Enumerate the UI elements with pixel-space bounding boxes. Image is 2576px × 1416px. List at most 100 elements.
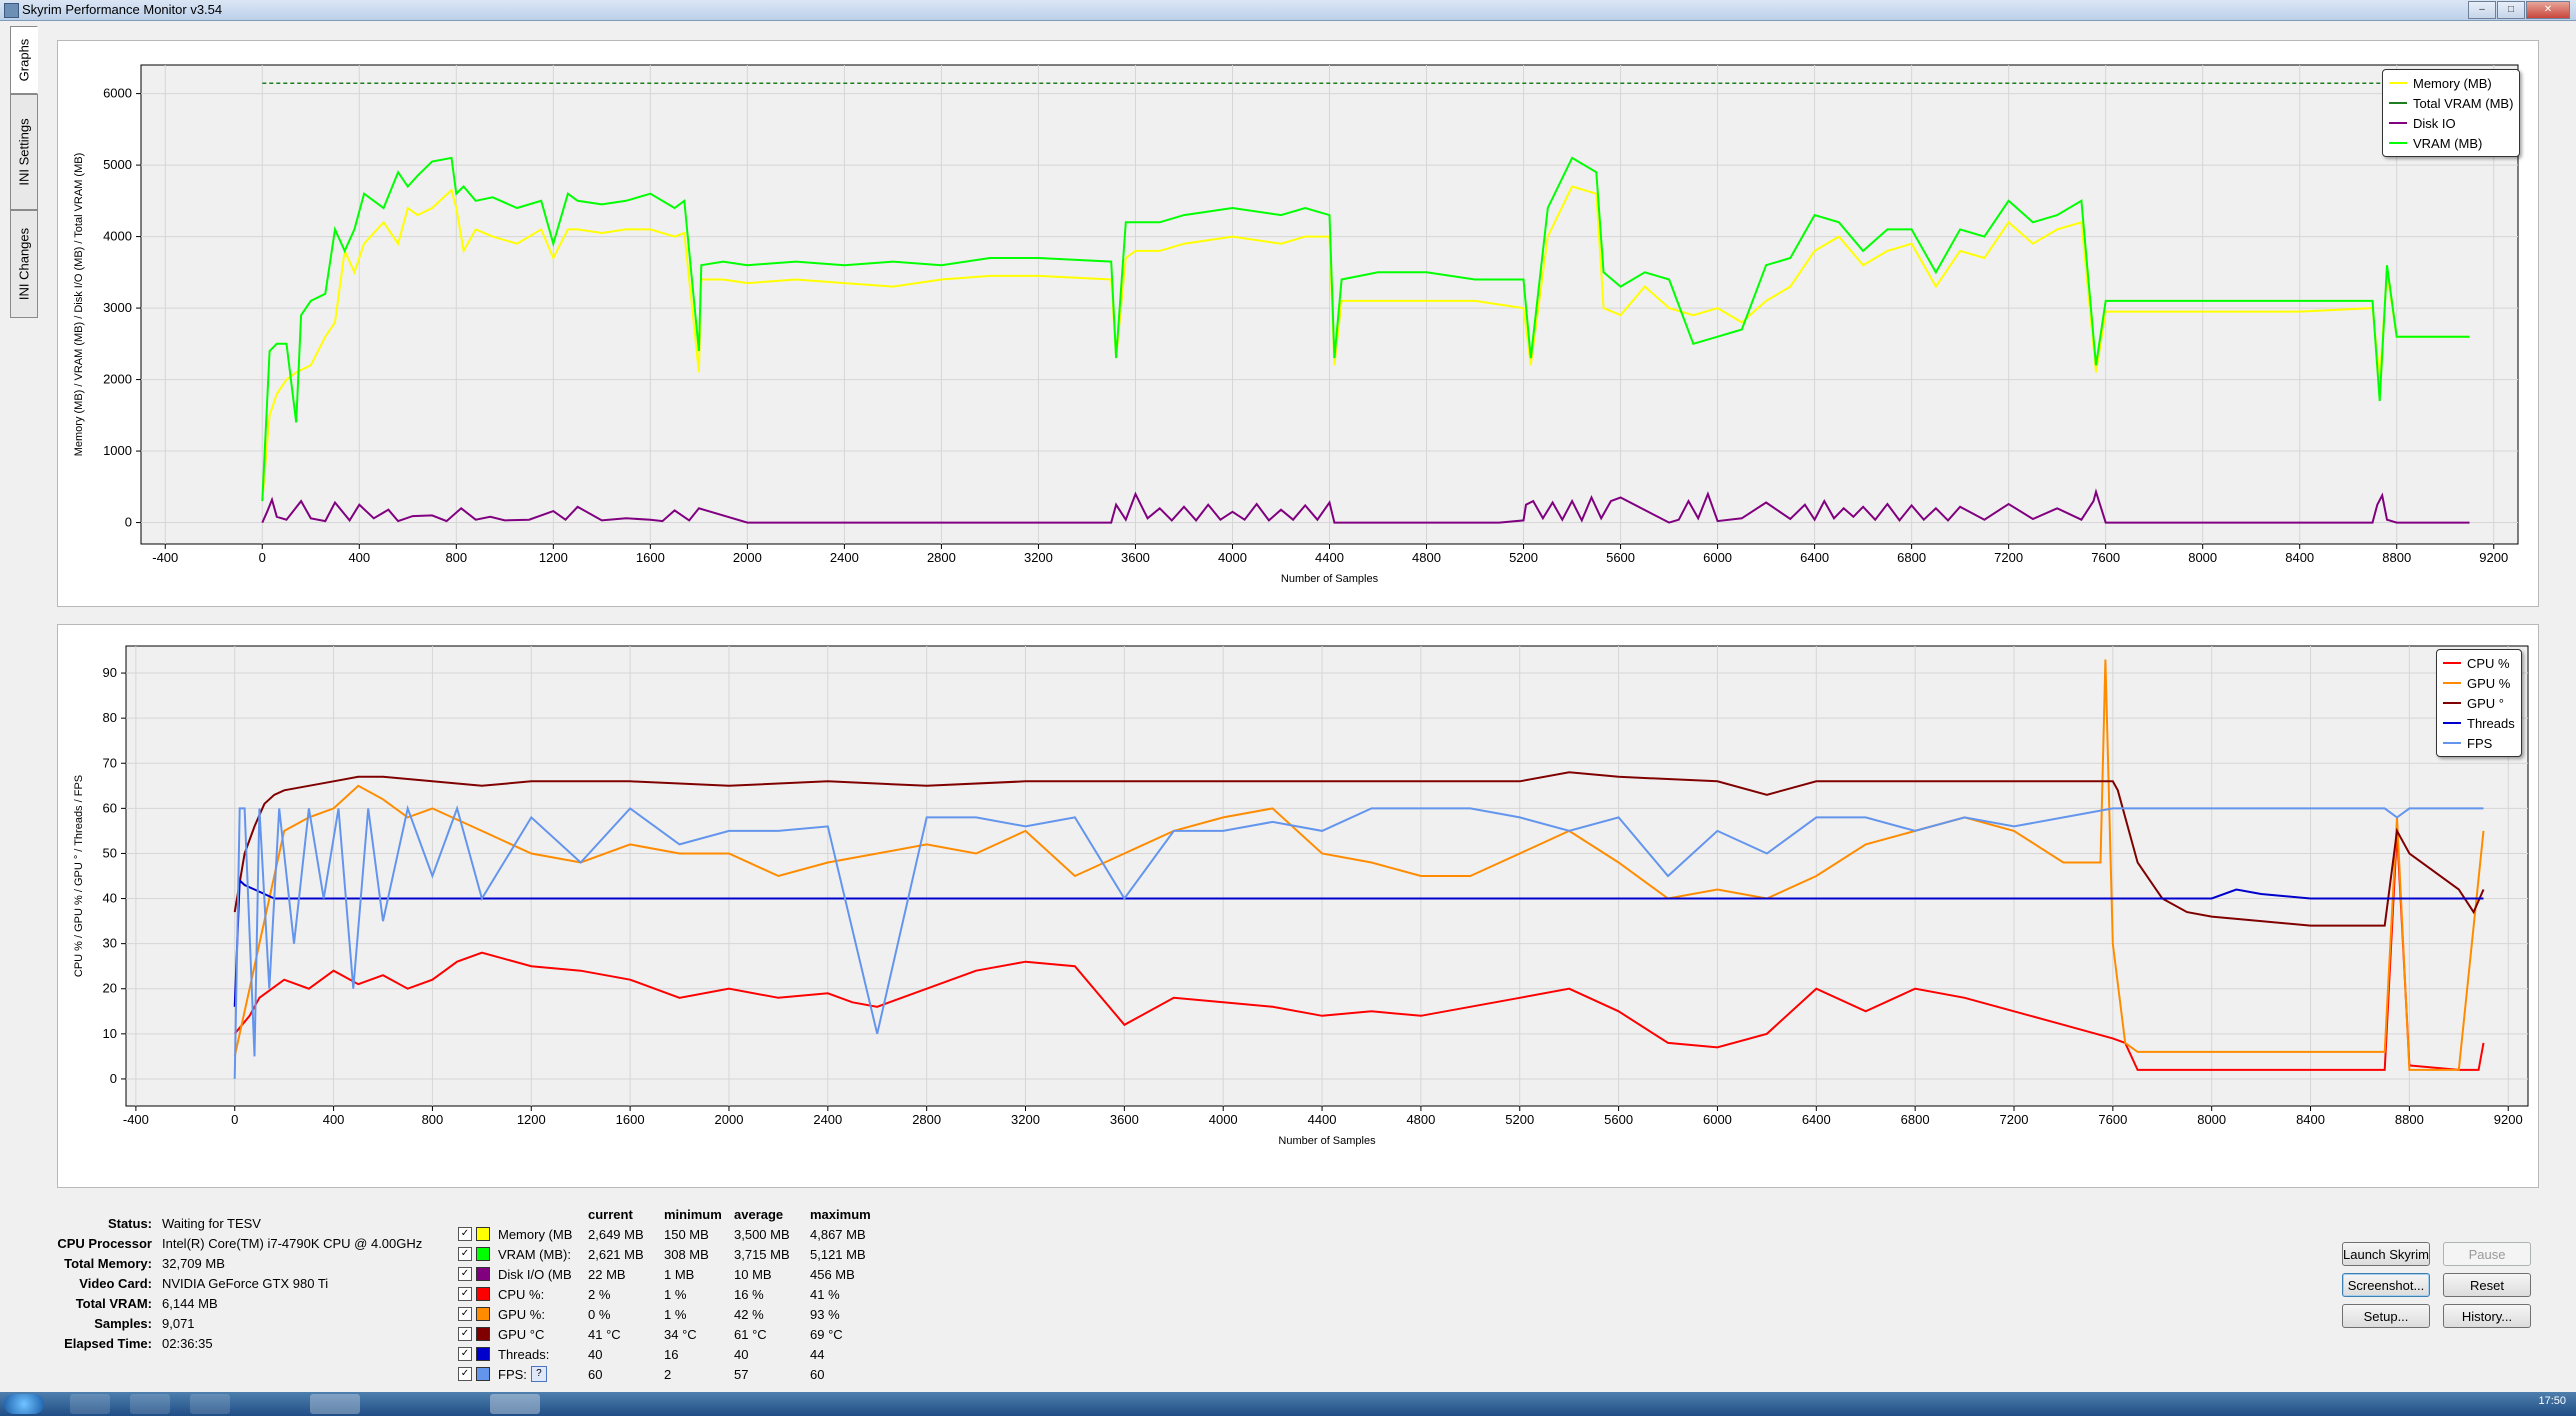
series-color-swatch[interactable] <box>476 1327 490 1341</box>
y-tick-label: 1000 <box>103 443 132 458</box>
x-tick-label: 8400 <box>2296 1112 2325 1127</box>
screenshot-button[interactable]: Screenshot... <box>2342 1273 2430 1297</box>
series-color-swatch[interactable] <box>476 1227 490 1241</box>
series-color-swatch[interactable] <box>476 1347 490 1361</box>
tab-graphs[interactable]: Graphs <box>10 26 38 94</box>
y-tick-label: 30 <box>103 936 117 951</box>
series-name: Threads: <box>498 1346 550 1362</box>
cell-minimum: 150 MB <box>664 1226 709 1242</box>
x-tick-label: 4800 <box>1412 550 1441 565</box>
x-tick-label: 2800 <box>912 1112 941 1127</box>
legend-swatch <box>2389 142 2407 144</box>
legend-label: Threads <box>2467 715 2515 731</box>
cell-maximum: 5,121 MB <box>810 1246 866 1262</box>
status-label: Status: <box>107 1215 152 1231</box>
reset-button[interactable]: Reset <box>2443 1273 2531 1297</box>
taskbar-app-2[interactable] <box>130 1394 170 1414</box>
series-line-disk-io <box>261 488 2470 524</box>
legend-label: Disk IO <box>2413 115 2456 131</box>
series-checkbox[interactable]: ✓ <box>458 1327 472 1341</box>
setup-button[interactable]: Setup... <box>2342 1304 2430 1328</box>
cell-average: 57 <box>734 1366 749 1382</box>
x-tick-label: 7200 <box>2000 1112 2029 1127</box>
x-tick-label: 1600 <box>616 1112 645 1127</box>
legend-swatch <box>2443 722 2461 724</box>
x-tick-label: 2800 <box>927 550 956 565</box>
cell-current: 2 % <box>588 1286 611 1302</box>
cell-maximum: 60 <box>810 1366 825 1382</box>
x-tick-label: 9200 <box>2494 1112 2523 1127</box>
start-button[interactable] <box>4 1394 44 1414</box>
series-line-gpu <box>233 771 2485 927</box>
app-icon <box>4 3 19 18</box>
series-checkbox[interactable]: ✓ <box>458 1307 472 1321</box>
tab-ini-changes[interactable]: INI Changes <box>10 210 38 318</box>
pause-button[interactable]: Pause <box>2443 1242 2531 1266</box>
legend-swatch <box>2443 742 2461 744</box>
taskbar: 17:50 <box>0 1392 2576 1416</box>
cell-current: 40 <box>588 1346 603 1362</box>
cell-average: 16 % <box>734 1286 764 1302</box>
cell-maximum: 44 <box>810 1346 825 1362</box>
x-tick-label: 4000 <box>1209 1112 1238 1127</box>
close-button[interactable]: ✕ <box>2526 1 2570 19</box>
history-button[interactable]: History... <box>2443 1304 2531 1328</box>
table-header: current minimum average maximum <box>456 1204 890 1224</box>
series-checkbox[interactable]: ✓ <box>458 1287 472 1301</box>
legend-item: FPS <box>2443 733 2515 753</box>
cell-average: 3,715 MB <box>734 1246 790 1262</box>
taskbar-app-3[interactable] <box>190 1394 230 1414</box>
tab-ini-settings[interactable]: INI Settings <box>10 94 38 210</box>
cell-maximum: 41 % <box>810 1286 840 1302</box>
x-tick-label: 7600 <box>2091 550 2120 565</box>
fps-help-button[interactable]: ? <box>530 1366 547 1382</box>
cell-minimum: 34 °C <box>664 1326 697 1342</box>
launch-skyrim-button[interactable]: Launch Skyrim <box>2342 1242 2430 1266</box>
x-axis-label: Number of Samples <box>1281 573 1379 585</box>
legend-label: CPU % <box>2467 655 2510 671</box>
header-minimum: minimum <box>664 1206 722 1222</box>
legend-item: Threads <box>2443 713 2515 733</box>
series-line-threads <box>233 878 2484 1007</box>
series-name: VRAM (MB): <box>498 1246 571 1262</box>
cell-minimum: 308 MB <box>664 1246 709 1262</box>
x-tick-label: 3200 <box>1024 550 1053 565</box>
series-color-swatch[interactable] <box>476 1367 490 1381</box>
table-row: ✓ Disk I/O (MB 22 MB 1 MB 10 MB 456 MB <box>456 1264 890 1284</box>
taskbar-app-4[interactable] <box>310 1394 360 1414</box>
x-tick-label: 3600 <box>1121 550 1150 565</box>
x-tick-label: 4000 <box>1218 550 1247 565</box>
series-line-fps <box>233 804 2484 1079</box>
y-tick-label: 3000 <box>103 300 132 315</box>
x-tick-label: 800 <box>422 1112 444 1127</box>
x-tick-label: 6800 <box>1897 550 1926 565</box>
taskbar-app-1[interactable] <box>70 1394 110 1414</box>
memory-legend: Memory (MB) Total VRAM (MB) Disk IO VRAM (M… <box>2382 69 2521 157</box>
series-checkbox[interactable]: ✓ <box>458 1247 472 1261</box>
series-color-swatch[interactable] <box>476 1307 490 1321</box>
header-current: current <box>588 1206 633 1222</box>
legend-swatch <box>2389 82 2407 84</box>
series-checkbox[interactable]: ✓ <box>458 1227 472 1241</box>
minimize-button[interactable]: – <box>2468 1 2496 19</box>
series-checkbox[interactable]: ✓ <box>458 1267 472 1281</box>
series-color-swatch[interactable] <box>476 1267 490 1281</box>
window-title: Skyrim Performance Monitor v3.54 <box>22 2 223 17</box>
series-checkbox[interactable]: ✓ <box>458 1367 472 1381</box>
vram-label: Total VRAM: <box>75 1295 152 1311</box>
cell-maximum: 93 % <box>810 1306 840 1322</box>
x-tick-label: 6400 <box>1802 1112 1831 1127</box>
series-color-swatch[interactable] <box>476 1287 490 1301</box>
series-color-swatch[interactable] <box>476 1247 490 1261</box>
x-axis-label: Number of Samples <box>1278 1135 1376 1147</box>
y-tick-label: 10 <box>103 1026 117 1041</box>
taskbar-app-monitor[interactable] <box>490 1394 540 1414</box>
cell-minimum: 16 <box>664 1346 679 1362</box>
series-checkbox[interactable]: ✓ <box>458 1347 472 1361</box>
cpu-graph-panel: -400 0 400 800 1200 1600 2000 2400 2800 3200 3600 4… <box>57 624 2539 1188</box>
y-tick-label: 80 <box>103 710 117 725</box>
cell-minimum: 1 % <box>664 1306 687 1322</box>
cell-minimum: 1 % <box>664 1286 687 1302</box>
x-tick-label: 3600 <box>1110 1112 1139 1127</box>
maximize-button[interactable]: □ <box>2497 1 2525 19</box>
